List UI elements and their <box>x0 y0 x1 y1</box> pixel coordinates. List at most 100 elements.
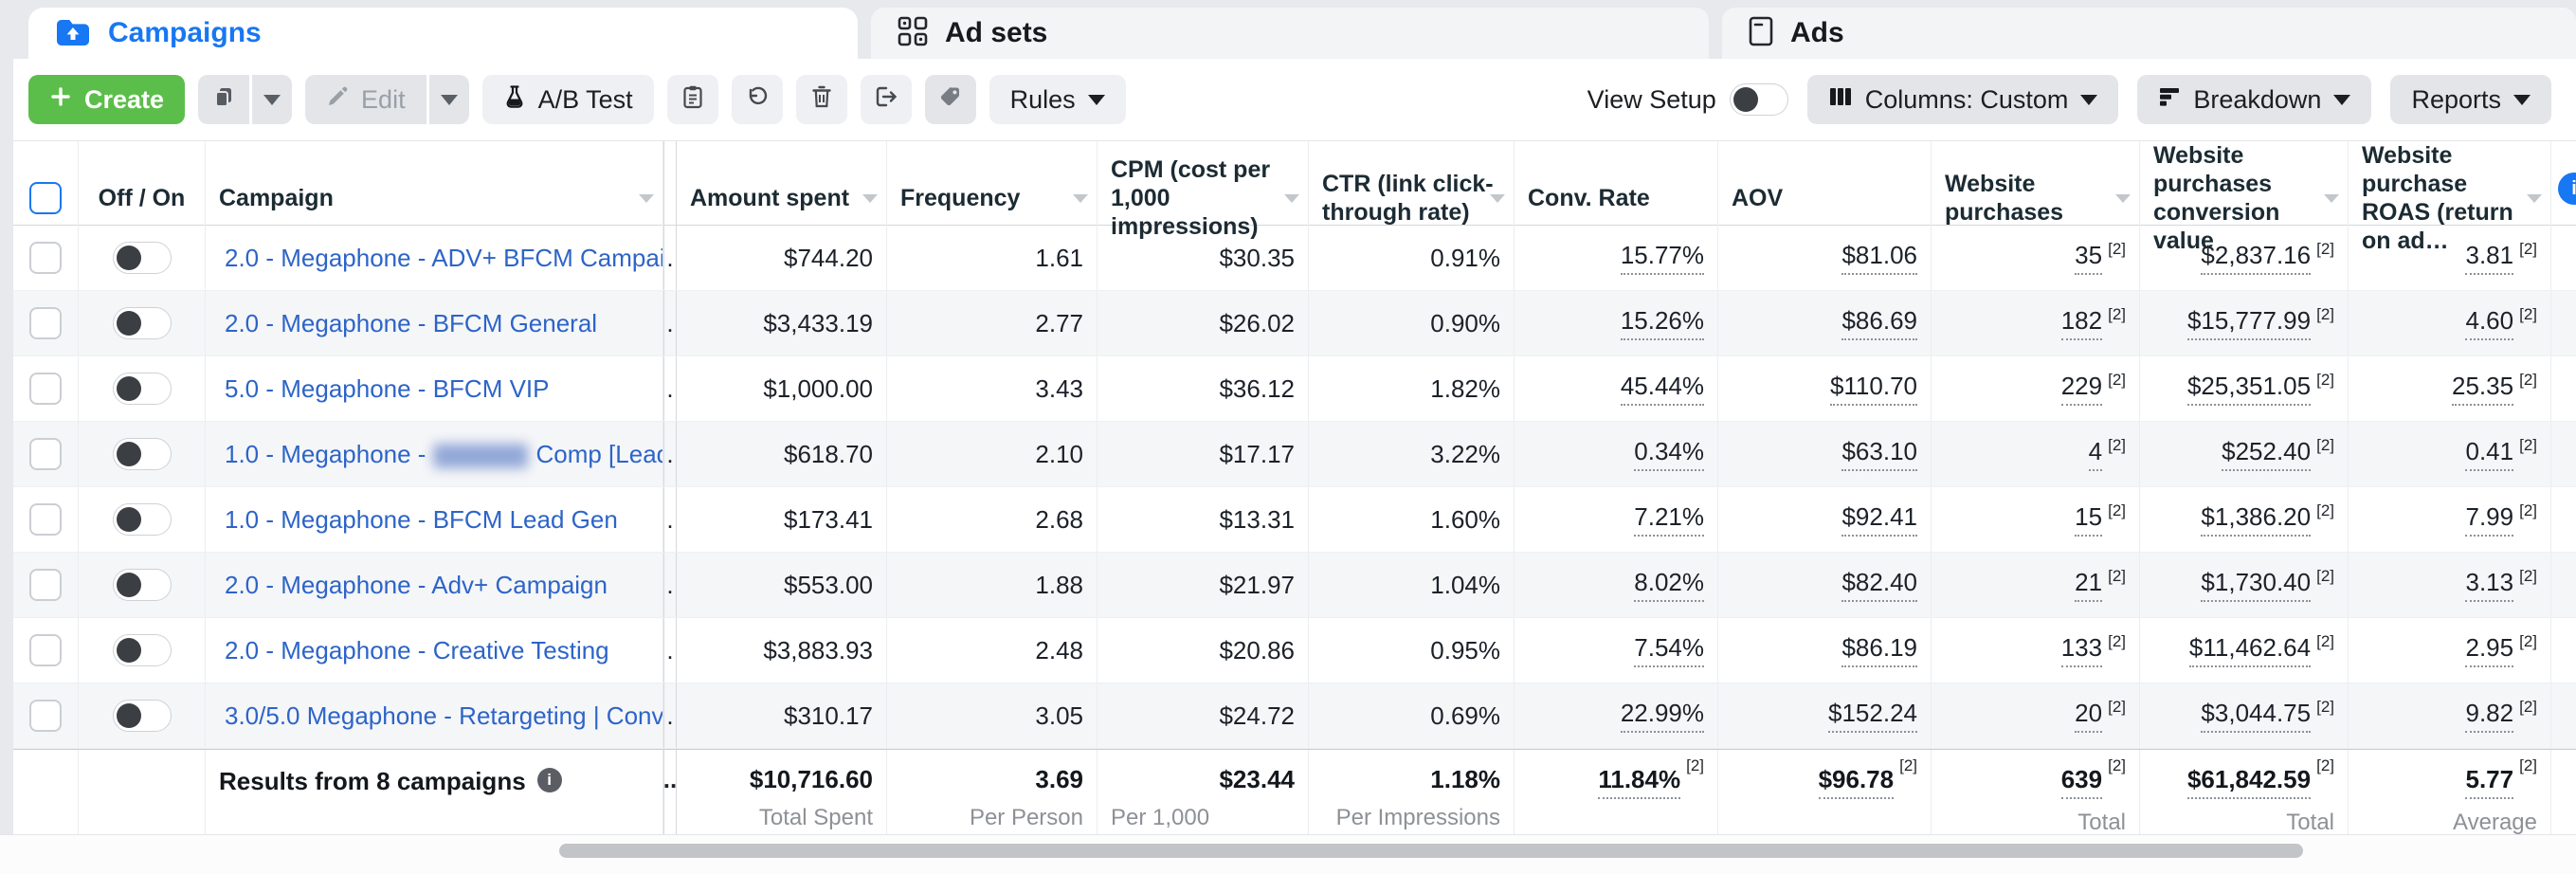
info-icon[interactable]: i <box>536 768 562 792</box>
website-purchases-conversion-value-cell: $252.40 [2] <box>2140 422 2349 486</box>
campaign-link[interactable]: 1.0 - Megaphone - BFCM Lead Gen <box>225 504 618 534</box>
sort-caret-icon[interactable] <box>2115 194 2131 203</box>
campaign-link[interactable]: 2.0 - Megaphone - Creative Testing <box>225 635 609 665</box>
header-frequency[interactable]: Frequency <box>887 141 1098 255</box>
campaign-toggle[interactable] <box>112 700 172 732</box>
sort-caret-icon[interactable] <box>862 194 878 203</box>
header-ctr[interactable]: CTR (link click-through rate) <box>1309 141 1515 255</box>
campaign-toggle[interactable] <box>112 569 172 601</box>
row-checkbox[interactable] <box>29 700 62 732</box>
toggle-knob <box>1732 87 1758 112</box>
website-purchase-roas-cell: 25.35 [2] <box>2349 356 2551 421</box>
reports-button[interactable]: Reports <box>2390 75 2551 124</box>
tab-ads[interactable]: Ads <box>1722 8 2576 59</box>
ctr-cell: 0.91% <box>1309 226 1515 290</box>
header-website-purchase-roas[interactable]: Website purchase ROAS (return on ad… <box>2349 141 2551 255</box>
tab-ad-sets[interactable]: Ad sets <box>871 8 1709 59</box>
sort-caret-icon[interactable] <box>1284 194 1299 203</box>
toggle-knob <box>116 638 141 663</box>
duplicate-button[interactable] <box>198 75 250 124</box>
view-setup-control: View Setup <box>1587 83 1788 116</box>
campaign-link[interactable]: 2.0 - Megaphone - BFCM General <box>225 308 598 337</box>
flask-icon <box>503 84 526 116</box>
header-amount-spent[interactable]: Amount spent <box>677 141 887 255</box>
tab-campaigns[interactable]: Campaigns <box>28 8 858 59</box>
breakdown-button-label: Breakdown <box>2193 84 2322 114</box>
header-cpm[interactable]: CPM (cost per 1,000 impressions) <box>1098 141 1309 255</box>
campaign-toggle[interactable] <box>112 438 172 470</box>
row-checkbox[interactable] <box>29 634 62 666</box>
horizontal-scrollbar[interactable] <box>559 844 2303 858</box>
columns-button[interactable]: Columns: Custom <box>1806 75 2119 124</box>
row-check-cell <box>13 553 79 617</box>
cpm-cell: $24.72 <box>1098 683 1309 748</box>
footer-results-cell: Results from 8 campaigns i <box>206 750 663 858</box>
rules-button-label: Rules <box>1009 84 1076 114</box>
campaign-link[interactable]: 1.0 - Megaphone -Comp [Lead Gen] <box>225 439 662 468</box>
rules-button[interactable]: Rules <box>989 75 1126 124</box>
ab-test-button[interactable]: A/B Test <box>481 75 654 124</box>
delete-button[interactable] <box>795 75 847 124</box>
chevron-down-icon <box>263 94 281 105</box>
columns-button-label: Columns: Custom <box>1864 84 2069 114</box>
clipboard-button[interactable] <box>666 75 718 124</box>
row-checkbox[interactable] <box>29 503 62 536</box>
row-checkbox[interactable] <box>29 373 62 405</box>
sort-caret-icon[interactable] <box>2527 194 2542 203</box>
campaign-link[interactable]: 2.0 - Megaphone - ADV+ BFCM Campaign <box>225 243 663 272</box>
row-check-cell <box>13 618 79 683</box>
row-checkbox[interactable] <box>29 438 62 470</box>
footer-website-purchases: 639 [2] Total <box>1932 750 2140 858</box>
create-button[interactable]: Create <box>28 75 186 124</box>
clipboard-icon <box>681 84 704 116</box>
view-setup-toggle[interactable] <box>1729 83 1788 116</box>
sort-caret-icon[interactable] <box>639 194 654 203</box>
reports-button-label: Reports <box>2411 84 2501 114</box>
trash-icon <box>810 84 833 116</box>
export-button[interactable] <box>860 75 912 124</box>
help-info-icon[interactable]: i <box>2558 173 2576 205</box>
campaign-link[interactable]: 3.0/5.0 Megaphone - Retargeting | Conver… <box>225 701 663 730</box>
campaign-toggle[interactable] <box>112 634 172 666</box>
row-checkbox[interactable] <box>29 307 62 339</box>
campaign-link[interactable]: 5.0 - Megaphone - BFCM VIP <box>225 373 550 403</box>
edit-button[interactable]: Edit <box>305 75 426 124</box>
table-row: 2.0 - Megaphone - Adv+ Campaign . $553.0… <box>13 553 2576 618</box>
campaign-toggle[interactable] <box>112 242 172 274</box>
duplicate-caret-button[interactable] <box>252 75 293 124</box>
aov-cell: $63.10 <box>1718 422 1932 486</box>
undo-icon <box>745 85 770 115</box>
select-all-checkbox[interactable] <box>29 182 62 214</box>
footer-separator: .. <box>663 750 677 858</box>
separator-cell: . <box>663 618 677 683</box>
row-edge-cell <box>2551 683 2576 748</box>
footer-amount-spent: $10,716.60 Total Spent <box>677 750 887 858</box>
edit-caret-button[interactable] <box>428 75 469 124</box>
header-aov[interactable]: AOV <box>1718 141 1932 255</box>
header-campaign[interactable]: Campaign <box>206 141 663 255</box>
row-checkbox[interactable] <box>29 242 62 274</box>
campaign-link[interactable]: 2.0 - Megaphone - Adv+ Campaign <box>225 570 608 599</box>
sort-caret-icon[interactable] <box>1073 194 1088 203</box>
header-conv-rate[interactable]: Conv. Rate <box>1515 141 1718 255</box>
separator-cell: . <box>663 683 677 748</box>
header-select-all[interactable] <box>13 141 79 255</box>
header-website-purchases[interactable]: Website purchases <box>1932 141 2140 255</box>
undo-button[interactable] <box>731 75 783 124</box>
campaign-toggle[interactable] <box>112 307 172 339</box>
conv-rate-cell: 45.44% <box>1515 356 1718 421</box>
tag-button[interactable] <box>924 75 976 124</box>
campaign-toggle[interactable] <box>112 503 172 536</box>
row-edge-cell <box>2551 291 2576 355</box>
conv-rate-cell: 15.77% <box>1515 226 1718 290</box>
header-off-on: Off / On <box>79 141 206 255</box>
row-checkbox[interactable] <box>29 569 62 601</box>
breakdown-button[interactable]: Breakdown <box>2137 75 2372 124</box>
sort-caret-icon[interactable] <box>1490 194 1505 203</box>
header-website-purchases-conversion-value[interactable]: Website purchases conversion value <box>2140 141 2349 255</box>
sort-caret-icon[interactable] <box>2324 194 2339 203</box>
separator-cell: . <box>663 291 677 355</box>
ctr-cell: 1.04% <box>1309 553 1515 617</box>
aov-cell: $82.40 <box>1718 553 1932 617</box>
campaign-toggle[interactable] <box>112 373 172 405</box>
